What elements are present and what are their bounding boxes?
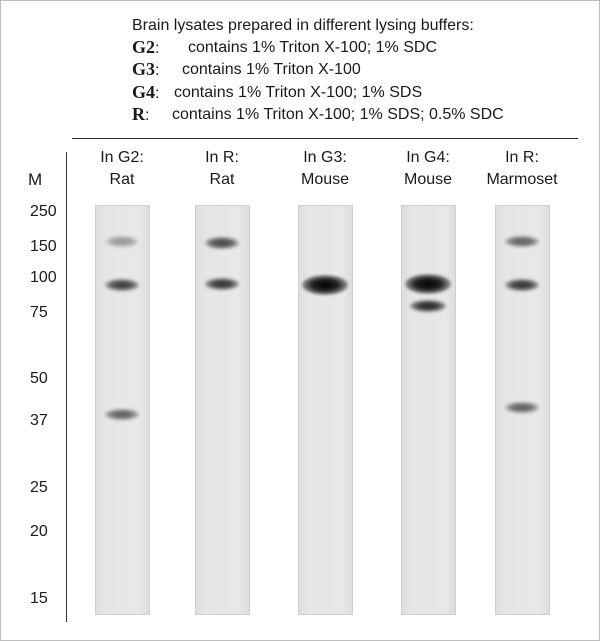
marker-tick-label: 20 bbox=[30, 523, 48, 540]
lane-header-line1: In G3: bbox=[303, 149, 347, 166]
protein-band bbox=[105, 408, 139, 421]
buffer-legend: Brain lysates prepared in different lysi… bbox=[132, 15, 504, 127]
marker-tick-label: 37 bbox=[30, 412, 48, 429]
marker-tick-label: 50 bbox=[30, 370, 48, 387]
legend-key: G4 bbox=[132, 81, 156, 102]
marker-tick-label: 250 bbox=[30, 203, 57, 220]
lane-header-line1: In R: bbox=[205, 149, 239, 166]
lane-header: In R: Marmoset bbox=[472, 147, 572, 191]
protein-band bbox=[505, 401, 539, 414]
legend-desc: contains 1% Triton X-100; 1% SDS bbox=[174, 83, 423, 101]
lane-header-line2: Rat bbox=[109, 171, 135, 188]
protein-band bbox=[204, 277, 240, 291]
lane-header: In G3: Mouse bbox=[275, 147, 375, 191]
legend-key: G2 bbox=[132, 36, 156, 57]
blot-lane bbox=[400, 205, 456, 615]
lane-header: In G2: Rat bbox=[72, 147, 172, 191]
marker-tick-label: 150 bbox=[30, 238, 57, 255]
header-rule bbox=[72, 138, 578, 139]
legend-desc: contains 1% Triton X-100 bbox=[182, 61, 361, 78]
marker-tick-label: 25 bbox=[30, 479, 48, 496]
lane-header-line2: Mouse bbox=[300, 171, 350, 188]
legend-desc: contains 1% Triton X-100; 1% SDC bbox=[188, 38, 438, 56]
lane-header: In G4: Mouse bbox=[378, 147, 478, 191]
protein-band bbox=[104, 279, 140, 292]
protein-band bbox=[405, 273, 451, 294]
marker-axis-line bbox=[66, 152, 67, 622]
blot-lane bbox=[194, 205, 250, 615]
lane-header: In R: Rat bbox=[172, 147, 272, 191]
blot-lane bbox=[94, 205, 150, 615]
protein-band bbox=[105, 236, 139, 247]
legend-desc: contains 1% Triton X-100; 1% SDS; 0.5% S… bbox=[172, 106, 504, 123]
legend-item-g4: G4: contains 1% Triton X-100; 1% SDS bbox=[132, 81, 423, 102]
legend-item-r: R: contains 1% Triton X-100; 1% SDS; 0.5… bbox=[132, 104, 504, 124]
blot-lane bbox=[494, 205, 550, 615]
marker-tick-label: 75 bbox=[30, 304, 48, 321]
lane-header-line1: In G2: bbox=[100, 149, 144, 166]
legend-key: R bbox=[132, 104, 145, 124]
protein-band bbox=[410, 299, 446, 313]
legend-item-g3: G3: contains 1% Triton X-100 bbox=[132, 59, 361, 79]
legend-item-g2: G2: contains 1% Triton X-100; 1% SDC bbox=[132, 36, 438, 57]
protein-band bbox=[204, 236, 240, 249]
legend-key: G3 bbox=[132, 59, 156, 79]
lane-header-line2: Mouse bbox=[403, 171, 453, 188]
lane-header-line1: In R: bbox=[505, 149, 539, 166]
protein-band bbox=[505, 235, 539, 248]
lane-header-line2: Rat bbox=[209, 171, 235, 188]
marker-column-label: M bbox=[28, 170, 43, 189]
marker-tick-label: 15 bbox=[30, 590, 48, 607]
lane-header-line1: In G4: bbox=[406, 149, 450, 166]
protein-band bbox=[504, 279, 540, 292]
marker-tick-label: 100 bbox=[30, 269, 57, 286]
legend-title: Brain lysates prepared in different lysi… bbox=[132, 17, 474, 34]
protein-band bbox=[302, 275, 348, 296]
blot-lane bbox=[297, 205, 353, 615]
lane-header-line2: Marmoset bbox=[486, 171, 558, 188]
